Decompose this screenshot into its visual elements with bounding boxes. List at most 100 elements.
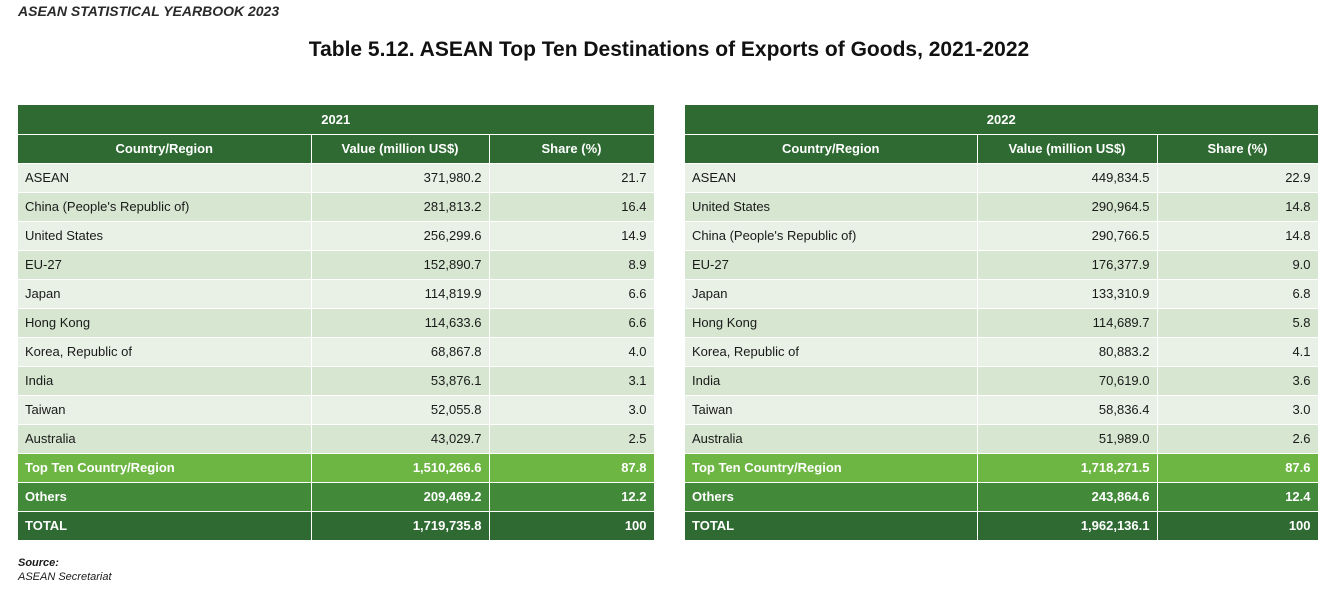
running-header: ASEAN STATISTICAL YEARBOOK 2023 — [18, 3, 280, 19]
table-row: China (People's Republic of) 290,766.5 1… — [685, 221, 1319, 251]
others-row: Others 209,469.2 12.2 — [18, 482, 655, 512]
country-cell: Taiwan — [685, 395, 978, 425]
table-row: Japan 114,819.9 6.6 — [18, 279, 655, 309]
country-cell: Korea, Republic of — [685, 337, 978, 367]
others-share: 12.4 — [1157, 482, 1319, 512]
share-cell: 5.8 — [1157, 308, 1319, 338]
country-cell: Korea, Republic of — [18, 337, 312, 367]
table-row: Korea, Republic of 68,867.8 4.0 — [18, 337, 655, 367]
others-share: 12.2 — [489, 482, 655, 512]
others-row: Others 243,864.6 12.4 — [685, 482, 1319, 512]
country-cell: India — [18, 366, 312, 396]
total-label: TOTAL — [18, 511, 312, 541]
others-label: Others — [685, 482, 978, 512]
share-cell: 8.9 — [489, 250, 655, 280]
share-cell: 6.6 — [489, 279, 655, 309]
value-cell: 152,890.7 — [311, 250, 490, 280]
share-cell: 2.5 — [489, 424, 655, 454]
share-cell: 4.0 — [489, 337, 655, 367]
table-row: Korea, Republic of 80,883.2 4.1 — [685, 337, 1319, 367]
table-row: EU-27 152,890.7 8.9 — [18, 250, 655, 280]
value-cell: 43,029.7 — [311, 424, 490, 454]
table-row: Hong Kong 114,689.7 5.8 — [685, 308, 1319, 338]
country-cell: China (People's Republic of) — [685, 221, 978, 251]
value-cell: 70,619.0 — [977, 366, 1158, 396]
value-cell: 114,819.9 — [311, 279, 490, 309]
share-cell: 21.7 — [489, 163, 655, 193]
total-label: TOTAL — [685, 511, 978, 541]
value-cell: 256,299.6 — [311, 221, 490, 251]
country-cell: Taiwan — [18, 395, 312, 425]
others-label: Others — [18, 482, 312, 512]
others-value: 243,864.6 — [977, 482, 1158, 512]
share-cell: 4.1 — [1157, 337, 1319, 367]
country-cell: Hong Kong — [685, 308, 978, 338]
top-ten-value: 1,510,266.6 — [311, 453, 490, 483]
share-cell: 3.0 — [489, 395, 655, 425]
total-share: 100 — [489, 511, 655, 541]
source-text: ASEAN Secretariat — [18, 571, 112, 583]
country-cell: ASEAN — [18, 163, 312, 193]
country-cell: EU-27 — [685, 250, 978, 280]
table-title: Table 5.12. ASEAN Top Ten Destinations o… — [308, 38, 1030, 61]
table-row: Japan 133,310.9 6.8 — [685, 279, 1319, 309]
value-cell: 51,989.0 — [977, 424, 1158, 454]
source-label: Source: — [18, 557, 59, 569]
top-ten-share: 87.6 — [1157, 453, 1319, 483]
table-row: EU-27 176,377.9 9.0 — [685, 250, 1319, 280]
table-row: Taiwan 58,836.4 3.0 — [685, 395, 1319, 425]
share-cell: 14.8 — [1157, 221, 1319, 251]
value-cell: 176,377.9 — [977, 250, 1158, 280]
column-header-country: Country/Region — [685, 134, 978, 164]
table-row: India 53,876.1 3.1 — [18, 366, 655, 396]
table-row: India 70,619.0 3.6 — [685, 366, 1319, 396]
value-cell: 281,813.2 — [311, 192, 490, 222]
table-row: Hong Kong 114,633.6 6.6 — [18, 308, 655, 338]
year-header: 2022 — [685, 105, 1319, 135]
value-cell: 80,883.2 — [977, 337, 1158, 367]
share-cell: 9.0 — [1157, 250, 1319, 280]
country-cell: United States — [18, 221, 312, 251]
value-cell: 133,310.9 — [977, 279, 1158, 309]
value-cell: 53,876.1 — [311, 366, 490, 396]
top-ten-label: Top Ten Country/Region — [18, 453, 312, 483]
country-cell: China (People's Republic of) — [18, 192, 312, 222]
share-cell: 16.4 — [489, 192, 655, 222]
table-row: Taiwan 52,055.8 3.0 — [18, 395, 655, 425]
table-row: Australia 51,989.0 2.6 — [685, 424, 1319, 454]
share-cell: 3.6 — [1157, 366, 1319, 396]
top-ten-row: Top Ten Country/Region 1,510,266.6 87.8 — [18, 453, 655, 483]
country-cell: Australia — [18, 424, 312, 454]
top-ten-value: 1,718,271.5 — [977, 453, 1158, 483]
column-header-value: Value (million US$) — [977, 134, 1158, 164]
column-header-value: Value (million US$) — [311, 134, 490, 164]
value-cell: 290,766.5 — [977, 221, 1158, 251]
country-cell: Hong Kong — [18, 308, 312, 338]
country-cell: Japan — [18, 279, 312, 309]
top-ten-label: Top Ten Country/Region — [685, 453, 978, 483]
value-cell: 114,689.7 — [977, 308, 1158, 338]
total-row: TOTAL 1,962,136.1 100 — [685, 511, 1319, 541]
value-cell: 290,964.5 — [977, 192, 1158, 222]
top-ten-share: 87.8 — [489, 453, 655, 483]
total-value: 1,719,735.8 — [311, 511, 490, 541]
value-cell: 449,834.5 — [977, 163, 1158, 193]
share-cell: 3.1 — [489, 366, 655, 396]
table-2021: 2021 Country/Region Value (million US$) … — [18, 105, 655, 541]
share-cell: 22.9 — [1157, 163, 1319, 193]
total-row: TOTAL 1,719,735.8 100 — [18, 511, 655, 541]
country-cell: United States — [685, 192, 978, 222]
top-ten-row: Top Ten Country/Region 1,718,271.5 87.6 — [685, 453, 1319, 483]
value-cell: 114,633.6 — [311, 308, 490, 338]
country-cell: India — [685, 366, 978, 396]
value-cell: 371,980.2 — [311, 163, 490, 193]
total-share: 100 — [1157, 511, 1319, 541]
column-header-share: Share (%) — [489, 134, 655, 164]
table-2022: 2022 Country/Region Value (million US$) … — [685, 105, 1319, 541]
country-cell: Japan — [685, 279, 978, 309]
table-row: Australia 43,029.7 2.5 — [18, 424, 655, 454]
value-cell: 58,836.4 — [977, 395, 1158, 425]
share-cell: 14.9 — [489, 221, 655, 251]
share-cell: 2.6 — [1157, 424, 1319, 454]
table-row: United States 256,299.6 14.9 — [18, 221, 655, 251]
